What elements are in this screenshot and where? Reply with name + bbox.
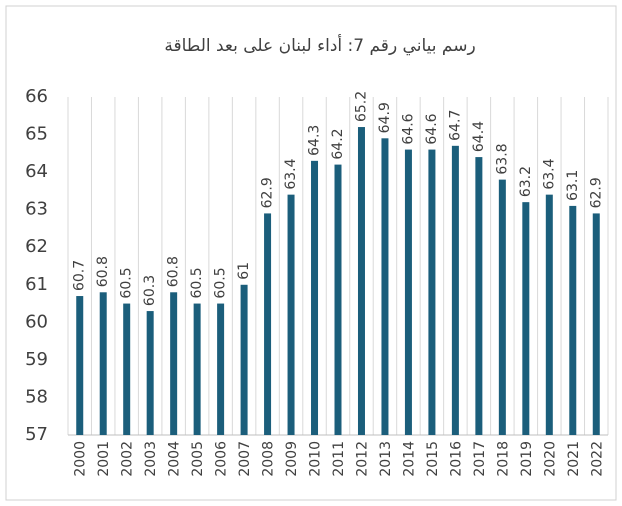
value-label: 60.5	[213, 267, 229, 298]
y-tick-label: 58	[25, 386, 48, 407]
value-label: 62.9	[588, 177, 604, 208]
x-tick-label: 2018	[495, 441, 511, 477]
bar	[76, 296, 84, 435]
bar	[404, 149, 412, 436]
value-label: 60.5	[119, 267, 135, 298]
value-label: 60.5	[189, 267, 205, 298]
value-label: 60.3	[142, 275, 158, 306]
x-tick-label: 2021	[566, 441, 582, 477]
y-tick-label: 64	[25, 161, 48, 182]
y-tick-label: 59	[25, 349, 48, 370]
bar	[428, 149, 436, 436]
bar	[123, 303, 131, 435]
value-label: 64.9	[377, 102, 393, 133]
y-tick-label: 63	[25, 199, 48, 220]
bar	[287, 194, 295, 435]
x-tick-label: 2005	[190, 441, 206, 477]
y-tick-label: 60	[25, 311, 48, 332]
value-label: 60.7	[72, 260, 88, 291]
bar	[264, 213, 272, 435]
x-tick-label: 2013	[378, 441, 394, 477]
x-tick-label: 2022	[589, 441, 605, 477]
value-label: 63.1	[565, 170, 581, 201]
bar	[170, 292, 178, 435]
x-tick-label: 2006	[214, 441, 230, 477]
y-tick-label: 65	[25, 124, 48, 145]
bar	[522, 202, 530, 435]
x-tick-label: 2011	[331, 441, 347, 477]
bar	[498, 179, 506, 435]
value-label: 63.4	[541, 158, 557, 189]
value-label: 63.8	[494, 143, 510, 174]
value-label: 64.2	[330, 128, 346, 159]
bar	[451, 145, 459, 436]
value-label: 63.4	[283, 158, 299, 189]
bar	[240, 284, 248, 435]
x-tick-label: 2015	[425, 441, 441, 477]
value-label: 61	[236, 262, 252, 280]
chart-title: رسم بياني رقم 7: أداء لبنان على بعد الطا…	[164, 34, 475, 56]
y-tick-label: 61	[25, 274, 48, 295]
x-tick-label: 2010	[308, 441, 324, 477]
value-label: 60.8	[166, 256, 182, 287]
value-label: 62.9	[260, 177, 276, 208]
x-tick-label: 2017	[472, 441, 488, 477]
x-tick-label: 2008	[261, 441, 277, 477]
value-label: 63.2	[518, 166, 534, 197]
y-tick-label: 66	[25, 86, 48, 107]
value-label: 65.2	[353, 91, 369, 122]
bar	[475, 157, 483, 436]
bar	[569, 205, 577, 435]
bar	[99, 292, 107, 435]
value-label: 60.8	[95, 256, 111, 287]
x-tick-label: 2020	[542, 441, 558, 477]
bar	[357, 127, 365, 436]
x-tick-label: 2001	[96, 441, 112, 477]
bar	[311, 160, 319, 435]
x-tick-label: 2009	[284, 441, 300, 477]
bar	[193, 303, 201, 435]
x-tick-label: 2000	[73, 441, 89, 477]
value-label: 64.7	[447, 110, 463, 141]
x-tick-label: 2002	[120, 441, 136, 477]
bar	[545, 194, 553, 435]
x-tick-label: 2019	[519, 441, 535, 477]
y-tick-label: 57	[25, 424, 48, 445]
x-tick-label: 2016	[448, 441, 464, 477]
value-label: 64.3	[307, 125, 323, 156]
bar	[592, 213, 600, 435]
x-tick-label: 2014	[401, 441, 417, 477]
bar	[217, 303, 225, 435]
y-tick-label: 62	[25, 236, 48, 257]
value-label: 64.4	[471, 121, 487, 152]
value-label: 64.6	[424, 113, 440, 144]
x-tick-label: 2012	[354, 441, 370, 477]
value-label: 64.6	[400, 113, 416, 144]
x-tick-label: 2004	[167, 441, 183, 477]
x-tick-label: 2003	[143, 441, 159, 477]
x-tick-label: 2007	[237, 441, 253, 477]
bar	[381, 138, 389, 436]
bar	[146, 311, 154, 435]
bar	[334, 164, 342, 435]
